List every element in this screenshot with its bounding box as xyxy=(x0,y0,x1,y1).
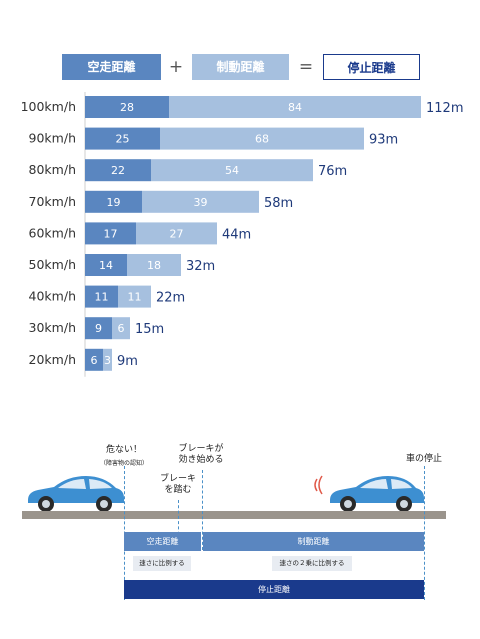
reaction-value-label: 25 xyxy=(116,133,130,146)
category-label: 40km/h xyxy=(29,289,76,304)
reaction-value-label: 9 xyxy=(95,322,102,335)
braking-value-label: 11 xyxy=(128,291,142,304)
bar-reaction-distance xyxy=(85,159,151,182)
braking-value-label: 68 xyxy=(255,133,269,146)
bar-reaction-distance xyxy=(85,190,142,213)
danger-label: 危ない！ xyxy=(105,445,142,455)
total-value-label: 32m xyxy=(186,259,215,274)
legend-braking-distance: 制動距離 xyxy=(192,54,289,80)
brake-step-marker-line xyxy=(178,500,179,540)
braking-distance-band: 制動距離 xyxy=(203,532,424,551)
legend-stopping-distance: 停止距離 xyxy=(323,54,420,80)
reaction-distance-note: 速さに比例する xyxy=(133,556,191,571)
stop-marker-line xyxy=(424,466,425,600)
bar-reaction-distance xyxy=(85,348,103,371)
category-label: 80km/h xyxy=(29,162,76,177)
legend: 空走距離 + 制動距離 = 停止距離 xyxy=(0,54,480,80)
total-value-label: 58m xyxy=(264,196,293,211)
braking-value-label: 3 xyxy=(104,354,111,367)
bar-braking-distance xyxy=(136,222,217,245)
stopping-distance-chart: 100km/h 28 84 112m 90km/h 25 68 93m 80km/h 22 54 76… xyxy=(21,92,463,377)
bar-braking-distance xyxy=(151,159,313,182)
braking-value-label: 27 xyxy=(170,227,184,240)
car-moving-icon xyxy=(28,476,124,512)
category-label: 70km/h xyxy=(29,194,76,209)
stopping-distance-band: 停止距離 xyxy=(124,580,424,599)
car-stopped-icon xyxy=(330,476,424,512)
brake-start-label: ブレーキが 効き始める xyxy=(178,444,224,465)
braking-distance-note: 速さの２乗に比例する xyxy=(272,556,352,571)
bar-reaction-distance xyxy=(85,254,127,276)
reaction-value-label: 11 xyxy=(95,291,109,304)
reaction-value-label: 19 xyxy=(107,196,121,209)
plus-sign: + xyxy=(168,57,184,77)
total-value-label: 93m xyxy=(369,133,398,148)
braking-value-label: 84 xyxy=(288,101,302,114)
total-value-label: 112m xyxy=(426,101,463,116)
motion-lines-icon xyxy=(314,475,323,495)
category-label: 20km/h xyxy=(29,352,76,367)
bar-braking-distance xyxy=(118,285,151,308)
braking-value-label: 18 xyxy=(147,259,161,272)
bar-braking-distance xyxy=(142,190,259,213)
reaction-value-label: 6 xyxy=(91,354,98,367)
category-label: 100km/h xyxy=(21,99,76,114)
stopping-distance-diagram: 危ない！ （障害物の認知） ブレーキが 効き始める ブレーキ を踏む 車の停止 … xyxy=(0,420,480,630)
reaction-value-label: 22 xyxy=(111,164,125,177)
bar-braking-distance xyxy=(103,348,112,371)
bar-braking-distance xyxy=(112,317,130,340)
equals-sign: = xyxy=(298,57,314,77)
bar-reaction-distance xyxy=(85,222,136,245)
braking-value-label: 54 xyxy=(225,164,239,177)
total-value-label: 9m xyxy=(117,354,138,369)
total-value-label: 44m xyxy=(222,227,251,242)
bar-reaction-distance xyxy=(85,317,112,340)
brake-step-label: ブレーキ を踏む xyxy=(159,474,196,495)
category-label: 30km/h xyxy=(29,320,76,335)
category-label: 50km/h xyxy=(29,257,76,272)
total-value-label: 22m xyxy=(156,291,185,306)
danger-sublabel: （障害物の認知） xyxy=(99,460,148,467)
category-label: 60km/h xyxy=(29,225,76,240)
road xyxy=(22,511,446,519)
reaction-value-label: 17 xyxy=(104,227,118,240)
bar-reaction-distance xyxy=(85,285,118,308)
brake-start-marker-line xyxy=(202,470,203,550)
legend-reaction-distance: 空走距離 xyxy=(62,54,161,80)
bar-reaction-distance xyxy=(85,127,160,150)
bar-braking-distance xyxy=(169,96,421,118)
reaction-distance-band: 空走距離 xyxy=(124,532,201,551)
braking-value-label: 6 xyxy=(118,322,125,335)
braking-value-label: 39 xyxy=(194,196,208,209)
bar-braking-distance xyxy=(160,127,364,150)
bar-braking-distance xyxy=(127,254,181,276)
category-label: 90km/h xyxy=(29,131,76,146)
reaction-value-label: 14 xyxy=(99,259,113,272)
bar-reaction-distance xyxy=(85,96,169,118)
car-stop-label: 車の停止 xyxy=(405,454,442,464)
total-value-label: 15m xyxy=(135,322,164,337)
reaction-value-label: 28 xyxy=(120,101,134,114)
total-value-label: 76m xyxy=(318,164,347,179)
